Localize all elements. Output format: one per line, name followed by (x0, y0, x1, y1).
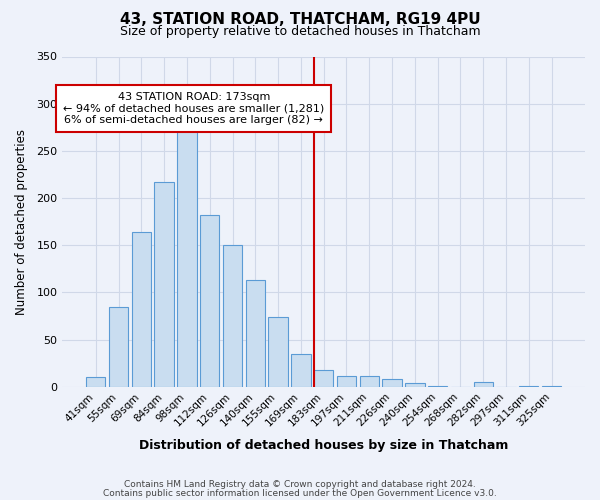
Bar (337, 376, 356, 386)
Bar (109, 308, 128, 386)
Bar (405, 383, 425, 386)
Text: Contains public sector information licensed under the Open Government Licence v3: Contains public sector information licen… (103, 488, 497, 498)
Text: Contains HM Land Registry data © Crown copyright and database right 2024.: Contains HM Land Registry data © Crown c… (124, 480, 476, 489)
Text: 43 STATION ROAD: 173sqm
← 94% of detached houses are smaller (1,281)
6% of semi-: 43 STATION ROAD: 173sqm ← 94% of detache… (63, 92, 325, 125)
Bar (177, 116, 197, 386)
Text: Size of property relative to detached houses in Thatcham: Size of property relative to detached ho… (119, 25, 481, 38)
Bar (359, 376, 379, 386)
Bar (268, 317, 288, 386)
X-axis label: Distribution of detached houses by size in Thatcham: Distribution of detached houses by size … (139, 440, 508, 452)
Bar (473, 382, 493, 386)
Bar (223, 245, 242, 386)
Bar (382, 379, 402, 386)
Bar (154, 182, 174, 386)
Text: 43, STATION ROAD, THATCHAM, RG19 4PU: 43, STATION ROAD, THATCHAM, RG19 4PU (119, 12, 481, 28)
Bar (314, 370, 334, 386)
Y-axis label: Number of detached properties: Number of detached properties (15, 128, 28, 314)
Bar (86, 377, 106, 386)
Bar (131, 232, 151, 386)
Bar (245, 280, 265, 386)
Bar (291, 354, 311, 386)
Bar (200, 215, 220, 386)
